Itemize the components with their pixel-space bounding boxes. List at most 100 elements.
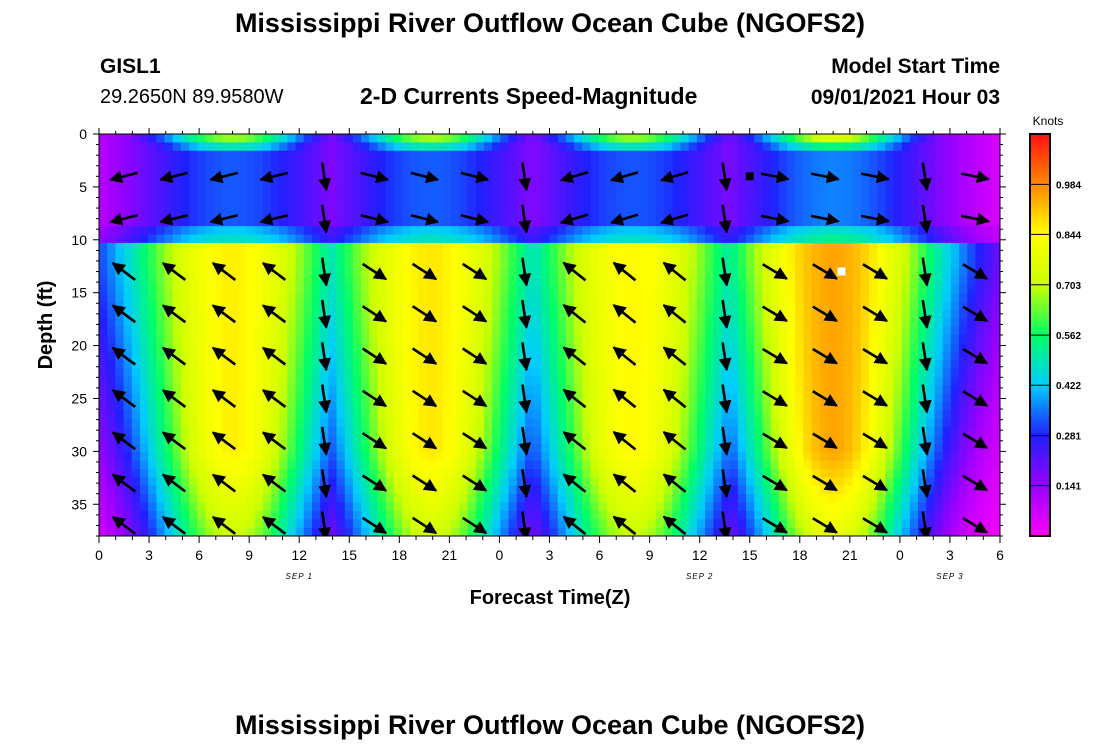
heatmap-cell xyxy=(934,201,944,210)
heatmap-cell xyxy=(844,410,854,420)
heatmap-cell xyxy=(827,234,837,244)
heatmap-cell xyxy=(655,150,665,160)
heatmap-cell xyxy=(959,402,968,411)
heatmap-cell xyxy=(279,410,288,420)
heatmap-cell xyxy=(819,301,829,311)
heatmap-cell xyxy=(254,343,264,353)
heatmap-cell xyxy=(770,301,780,311)
heatmap-cell xyxy=(909,242,919,252)
heatmap-cell xyxy=(336,502,346,512)
heatmap-cell xyxy=(565,460,575,470)
heatmap-cell xyxy=(827,502,837,512)
heatmap-cell xyxy=(868,268,878,277)
heatmap-cell xyxy=(737,184,747,194)
heatmap-cell xyxy=(639,502,649,512)
heatmap-cell xyxy=(713,410,723,420)
heatmap-cell xyxy=(492,209,501,219)
heatmap-cell xyxy=(598,201,608,210)
heatmap-cell xyxy=(492,268,501,277)
heatmap-cell xyxy=(950,460,960,470)
heatmap-cell xyxy=(754,134,764,143)
heatmap-cell xyxy=(926,242,936,252)
heatmap-cell xyxy=(238,368,248,378)
heatmap-cell xyxy=(729,376,739,386)
heatmap-cell xyxy=(860,360,870,370)
heatmap-cell xyxy=(205,360,215,370)
heatmap-cell xyxy=(688,251,698,261)
heatmap-cell xyxy=(762,251,772,261)
heatmap-cell xyxy=(516,134,526,143)
heatmap-cell xyxy=(246,402,256,411)
heatmap-cell xyxy=(623,452,633,462)
heatmap-cell xyxy=(762,376,772,386)
heatmap-cell xyxy=(213,376,223,386)
heatmap-cell xyxy=(557,418,567,428)
heatmap-cell xyxy=(975,284,985,294)
heatmap-cell xyxy=(967,402,977,411)
heatmap-cell xyxy=(492,242,501,252)
heatmap-cell xyxy=(180,284,190,294)
heatmap-cell xyxy=(213,142,223,152)
heatmap-cell xyxy=(598,335,608,344)
heatmap-cell xyxy=(770,385,780,395)
heatmap-cell xyxy=(459,217,469,227)
heatmap-cell xyxy=(492,159,501,169)
heatmap-cell xyxy=(754,184,764,194)
heatmap-cell xyxy=(623,485,633,495)
heatmap-cell xyxy=(696,167,706,177)
heatmap-cell xyxy=(262,234,272,244)
heatmap-cell xyxy=(434,251,444,261)
heatmap-cell xyxy=(492,443,501,453)
heatmap-cell xyxy=(852,201,862,210)
heatmap-cell xyxy=(868,167,878,177)
heatmap-cell xyxy=(819,460,829,470)
heatmap-cell xyxy=(115,460,125,470)
heatmap-cell xyxy=(180,351,190,361)
heatmap-cell xyxy=(131,150,141,160)
heatmap-cell xyxy=(705,134,714,143)
heatmap-cell xyxy=(410,343,420,353)
heatmap-cell xyxy=(950,435,960,445)
heatmap-cell xyxy=(500,360,510,370)
heatmap-cell xyxy=(385,284,395,294)
heatmap-cell xyxy=(574,418,583,428)
heatmap-cell xyxy=(803,251,813,261)
heatmap-cell xyxy=(852,293,862,303)
heatmap-cell xyxy=(705,284,714,294)
heatmap-cell xyxy=(344,385,354,395)
heatmap-cell xyxy=(606,167,616,177)
heatmap-cell xyxy=(737,485,747,495)
heatmap-cell xyxy=(508,234,518,244)
heatmap-cell xyxy=(197,234,207,244)
heatmap-cell xyxy=(967,485,977,495)
heatmap-cell xyxy=(770,234,780,244)
heatmap-cell xyxy=(795,368,805,378)
heatmap-cell xyxy=(451,167,460,177)
heatmap-cell xyxy=(754,175,764,185)
heatmap-cell xyxy=(590,268,600,277)
heatmap-cell xyxy=(762,276,772,286)
heatmap-cell xyxy=(369,192,379,202)
heatmap-cell xyxy=(320,259,329,269)
heatmap-cell xyxy=(590,276,600,286)
heatmap-cell xyxy=(262,209,272,219)
heatmap-cell xyxy=(189,167,198,177)
heatmap-cell xyxy=(983,494,993,504)
heatmap-cell xyxy=(926,435,936,445)
heatmap-cell xyxy=(557,134,567,143)
heatmap-cell xyxy=(647,410,657,420)
heatmap-cell xyxy=(803,385,813,395)
heatmap-cell xyxy=(991,234,1000,244)
heatmap-cell xyxy=(393,460,403,470)
heatmap-cell xyxy=(705,192,714,202)
heatmap-cell xyxy=(344,443,354,453)
heatmap-cell xyxy=(139,326,149,336)
heatmap-cell xyxy=(639,335,649,344)
heatmap-cell xyxy=(688,343,698,353)
heatmap-cell xyxy=(737,368,747,378)
heatmap-cell xyxy=(434,134,444,143)
heatmap-cell xyxy=(336,150,346,160)
heatmap-cell xyxy=(533,159,542,169)
heatmap-cell xyxy=(221,217,231,227)
heatmap-cell xyxy=(983,418,993,428)
